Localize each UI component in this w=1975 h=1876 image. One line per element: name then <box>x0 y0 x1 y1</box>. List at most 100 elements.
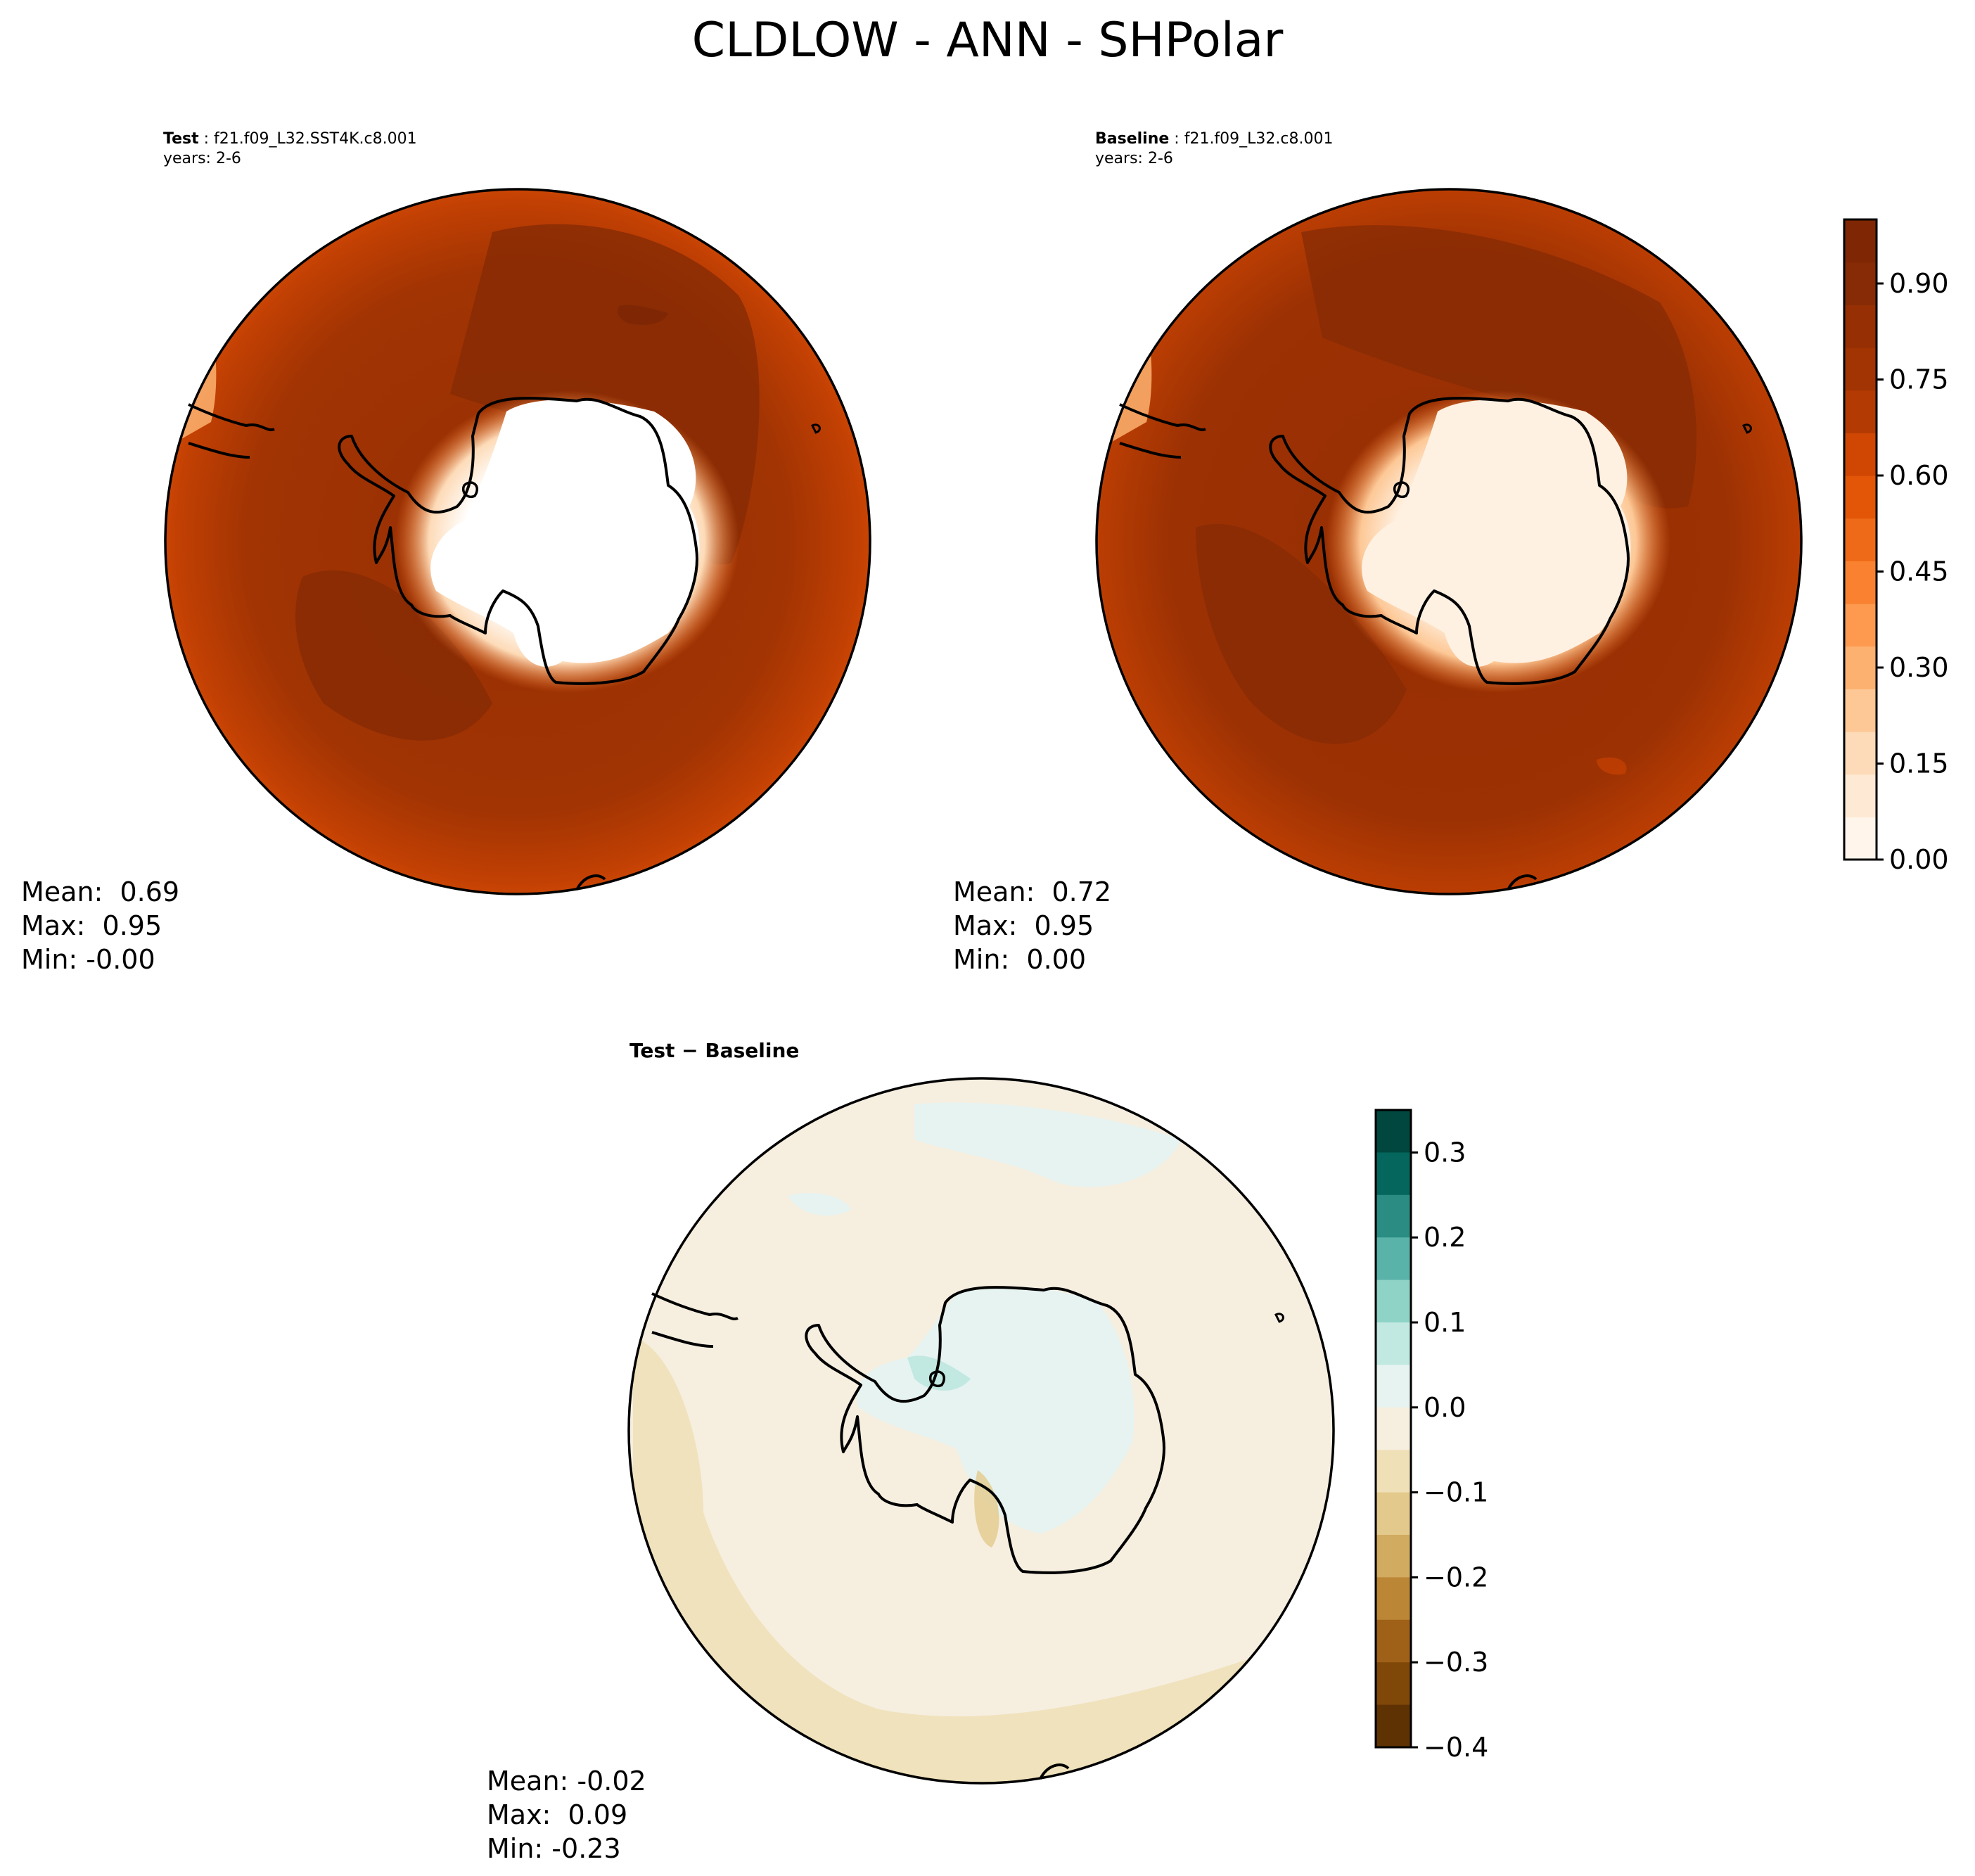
diff-colorbar-segment <box>1376 1322 1411 1365</box>
test-label: Test <box>163 130 199 148</box>
test-map <box>164 188 871 895</box>
diff-min: Min: -0.23 <box>487 1833 621 1864</box>
test-antarctica-coastline <box>338 397 698 685</box>
test-island <box>462 481 479 498</box>
main-colorbar-segment <box>1844 390 1877 433</box>
main-colorbar-segment <box>1844 518 1877 561</box>
main-colorbar-segment <box>1844 219 1877 263</box>
main-colorbar-tick-label: 0.75 <box>1889 364 1949 395</box>
main-colorbar-tick-label: 0.60 <box>1889 460 1949 491</box>
baseline-dark-band-west <box>1196 523 1407 744</box>
diff-colorbar-segment <box>1376 1450 1411 1493</box>
diff-colorbar-segment <box>1376 1492 1411 1536</box>
baseline-antarctic-interior <box>1362 400 1631 667</box>
main-colorbar-segment <box>1844 476 1877 519</box>
diff-nz-coast <box>1039 1763 1070 1780</box>
baseline-case-name: f21.f09_L32.c8.001 <box>1184 130 1334 148</box>
figure-title: CLDLOW - ANN - SHPolar <box>691 13 1284 68</box>
diff-colorbar-tick-label: 0.0 <box>1424 1392 1466 1423</box>
test-map-border <box>164 188 871 895</box>
test-years: years: 2-6 <box>163 150 241 167</box>
baseline-stats: Mean: 0.72 Max: 0.95 Min: 0.00 <box>953 875 1111 976</box>
diff-island <box>929 1370 946 1387</box>
main-colorbar-tick-label: 0.00 <box>1889 844 1949 875</box>
main-colorbar-tick-label: 0.30 <box>1889 652 1949 683</box>
diff-negative-patch <box>974 1470 999 1548</box>
diff-stats: Mean: -0.02 Max: 0.09 Min: -0.23 <box>487 1764 646 1865</box>
main-colorbar-frame <box>1843 218 1878 861</box>
baseline-south-america-coast <box>1119 403 1206 459</box>
baseline-mean: Mean: 0.72 <box>953 876 1112 907</box>
diff-antarctica-coastline <box>805 1286 1165 1574</box>
test-kerguelen <box>810 423 821 434</box>
diff-max: Max: 0.09 <box>487 1799 628 1830</box>
diff-positive-antarctic <box>857 1287 1134 1533</box>
baseline-light-patch-east <box>1597 757 1627 775</box>
diff-colorbar-tick-label: 0.2 <box>1424 1222 1466 1253</box>
diff-map <box>627 1077 1335 1785</box>
diff-colorbar-segment <box>1376 1535 1411 1578</box>
diff-colorbar-tick-label: 0.1 <box>1424 1307 1466 1338</box>
main-colorbar-segment <box>1844 347 1877 391</box>
test-case-name: f21.f09_L32.SST4K.c8.001 <box>214 130 417 148</box>
main-colorbar-segment <box>1844 433 1877 476</box>
diff-colorbar-segment <box>1376 1577 1411 1621</box>
diff-colorbar-tick-label: −0.4 <box>1424 1732 1488 1763</box>
test-south-america-coast <box>188 403 275 459</box>
main-colorbar-tick-label: 0.15 <box>1889 748 1949 779</box>
main-colorbar-segment <box>1844 689 1877 732</box>
baseline-panel-header: Baseline : f21.f09_L32.c8.001 years: 2-6 <box>1095 130 1334 167</box>
diff-colorbar-tick-label: −0.2 <box>1424 1562 1488 1593</box>
diff-colorbar-segment <box>1376 1365 1411 1408</box>
test-max: Max: 0.95 <box>21 910 162 941</box>
baseline-max: Max: 0.95 <box>953 910 1094 941</box>
baseline-map-border <box>1095 188 1803 895</box>
diff-map-border <box>627 1077 1335 1785</box>
test-nz-coast <box>575 874 606 891</box>
baseline-antarctica-coastline <box>1269 397 1630 685</box>
test-antarctic-white <box>430 400 700 667</box>
diff-colorbar-segment <box>1376 1237 1411 1281</box>
test-panel-header: Test : f21.f09_L32.SST4K.c8.001 years: 2… <box>163 130 417 167</box>
diff-panel-header: Test − Baseline <box>629 1039 800 1062</box>
main-colorbar-segment <box>1844 305 1877 348</box>
main-colorbar-segment <box>1844 561 1877 604</box>
diff-colorbar-tick-label: −0.1 <box>1424 1477 1488 1508</box>
test-min: Min: -0.00 <box>21 944 155 975</box>
diff-colorbar-segment <box>1376 1704 1411 1748</box>
diff-colorbar-segment <box>1376 1152 1411 1196</box>
test-dark-patch <box>618 305 668 325</box>
main-colorbar-segment <box>1844 262 1877 305</box>
main-colorbar-tick-label: 0.45 <box>1889 556 1949 587</box>
main-colorbar-segment <box>1844 604 1877 647</box>
diff-negative-ring <box>633 1336 1334 1783</box>
diff-positive-strong <box>907 1355 971 1391</box>
diff-colorbar-segment <box>1376 1110 1411 1153</box>
diff-colorbar-segment <box>1376 1619 1411 1663</box>
main-colorbar-segment <box>1844 817 1877 860</box>
diff-positive-north <box>914 1102 1182 1187</box>
test-dark-band-west <box>295 570 492 741</box>
main-colorbar-segment <box>1844 774 1877 817</box>
baseline-island <box>1393 481 1410 498</box>
diff-mean: Mean: -0.02 <box>487 1766 646 1797</box>
test-mean: Mean: 0.69 <box>21 876 180 907</box>
baseline-kerguelen <box>1741 423 1752 434</box>
baseline-nz-coast <box>1507 874 1538 891</box>
test-stats: Mean: 0.69 Max: 0.95 Min: -0.00 <box>21 875 179 976</box>
baseline-map <box>1095 188 1803 895</box>
baseline-label: Baseline <box>1095 130 1170 148</box>
diff-colorbar-segment <box>1376 1662 1411 1706</box>
diff-kerguelen <box>1274 1313 1284 1323</box>
baseline-years: years: 2-6 <box>1095 150 1173 167</box>
baseline-light-patch <box>1097 225 1152 450</box>
main-colorbar-segment <box>1844 646 1877 689</box>
main-colorbar-segment <box>1844 732 1877 775</box>
main-colorbar: 0.00 0.15 0.30 0.45 0.60 0.75 0.90 <box>1843 218 1949 875</box>
diff-colorbar: 0.3 0.2 0.1 0.0 −0.1 −0.2 −0.3 −0.4 <box>1374 1109 1488 1763</box>
diff-colorbar-frame <box>1374 1109 1412 1749</box>
diff-colorbar-tick-label: 0.3 <box>1424 1137 1466 1168</box>
diff-colorbar-segment <box>1376 1194 1411 1238</box>
main-colorbar-tick-label: 0.90 <box>1889 268 1949 299</box>
